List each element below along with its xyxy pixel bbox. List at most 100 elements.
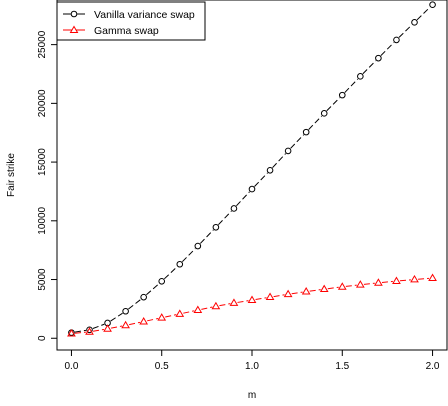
series-line-vanilla [110,312,123,322]
series-line-gamma [183,310,195,314]
x-tick-label: 0.0 [64,361,78,372]
data-point-gamma [157,313,167,321]
series-line-gamma [291,291,303,295]
series-line-gamma [92,328,105,332]
series-line-gamma [363,282,375,285]
series-line-gamma [147,317,159,322]
legend-label-vanilla: Vanilla variance swap [94,9,195,21]
data-point-gamma [193,305,203,313]
y-tick-label: 15000 [37,148,48,176]
series-line-vanilla [290,134,305,149]
series-line-vanilla [218,210,232,226]
series-line-gamma [255,297,267,300]
series-line-vanilla [362,60,377,75]
series-line-gamma [273,294,285,298]
series-line-gamma [309,289,321,292]
series-line-vanilla [146,283,160,296]
x-tick-label: 2.0 [426,361,440,372]
series-line-vanilla [74,329,87,333]
x-tick-label: 1.0 [245,361,259,372]
data-point-gamma [211,301,221,310]
data-point-gamma [410,274,419,283]
series-line-gamma [110,325,123,329]
series-line-gamma [74,331,86,334]
series-line-vanilla [236,191,250,207]
data-point-vanilla [375,54,382,62]
series-line-vanilla [163,266,178,280]
legend: Vanilla variance swap Gamma swap [56,1,206,41]
data-point-gamma [229,298,239,306]
data-point-vanilla [158,277,166,285]
series-line-gamma [237,300,249,303]
data-point-vanilla [248,185,256,193]
data-point-vanilla [194,242,202,250]
data-point-vanilla [411,19,418,26]
data-point-vanilla [338,91,346,99]
y-axis-label: Fair strike [6,153,17,197]
series-line-gamma [201,306,213,310]
series-layer [67,1,437,337]
y-axis: 0 5000 10000 15000 20000 25000 [37,30,57,341]
data-point-vanilla [320,110,328,117]
data-point-gamma [374,278,383,286]
x-tick-label: 0.5 [155,361,169,372]
series-line-vanilla [128,298,142,310]
series-line-gamma [165,314,177,318]
data-point-gamma [121,320,130,329]
legend-marker-vanilla [70,10,78,18]
series-line-gamma [219,303,231,307]
series-line-gamma [129,321,141,326]
series-line-gamma [327,286,339,290]
data-point-vanilla [284,147,292,155]
y-tick-label: 25000 [37,30,48,58]
data-point-gamma [85,327,94,335]
data-point-vanilla [302,128,310,136]
data-point-gamma [337,282,347,290]
data-point-gamma [247,295,257,303]
data-point-gamma [319,284,329,293]
series-line-vanilla [272,153,287,169]
legend-box [56,1,206,41]
series-line-gamma [381,280,393,283]
series-line-vanilla [380,42,395,56]
data-point-gamma [265,292,275,301]
series-line-vanilla [199,229,214,244]
data-point-vanilla [393,36,400,44]
y-tick-label: 0 [37,335,48,341]
series-line-gamma [418,277,430,280]
data-point-vanilla [230,205,238,212]
data-point-vanilla [176,260,184,268]
series-line-vanilla [308,115,323,130]
series-line-vanilla [181,248,196,263]
series-line-vanilla [92,323,105,329]
data-point-gamma [175,309,185,317]
legend-marker-gamma [69,25,79,33]
legend-label-gamma: Gamma swap [94,25,159,37]
x-axis-label: m [248,390,256,401]
data-point-gamma [392,276,401,284]
y-tick-label: 5000 [37,268,48,291]
data-point-gamma [283,289,293,298]
data-point-vanilla [86,326,93,334]
plot-frame [56,0,448,351]
y-tick-label: 20000 [37,89,48,117]
data-point-gamma [139,316,149,325]
series-line-gamma [399,279,411,282]
data-point-vanilla [122,307,129,315]
data-point-gamma [103,324,112,332]
x-axis: 0.0 0.5 1.0 1.5 2.0 [64,350,440,372]
data-point-gamma [355,280,365,288]
series-line-vanilla [326,97,341,112]
series-line-vanilla [344,78,359,93]
data-point-vanilla [212,223,220,231]
data-point-vanilla [140,293,147,301]
data-point-vanilla [357,73,364,80]
y-tick-label: 10000 [37,206,48,234]
series-line-vanilla [416,6,431,21]
data-point-gamma [301,287,311,295]
series-line-gamma [345,284,357,287]
series-line-vanilla [254,172,268,187]
data-point-vanilla [266,167,274,174]
series-line-vanilla [398,24,413,38]
